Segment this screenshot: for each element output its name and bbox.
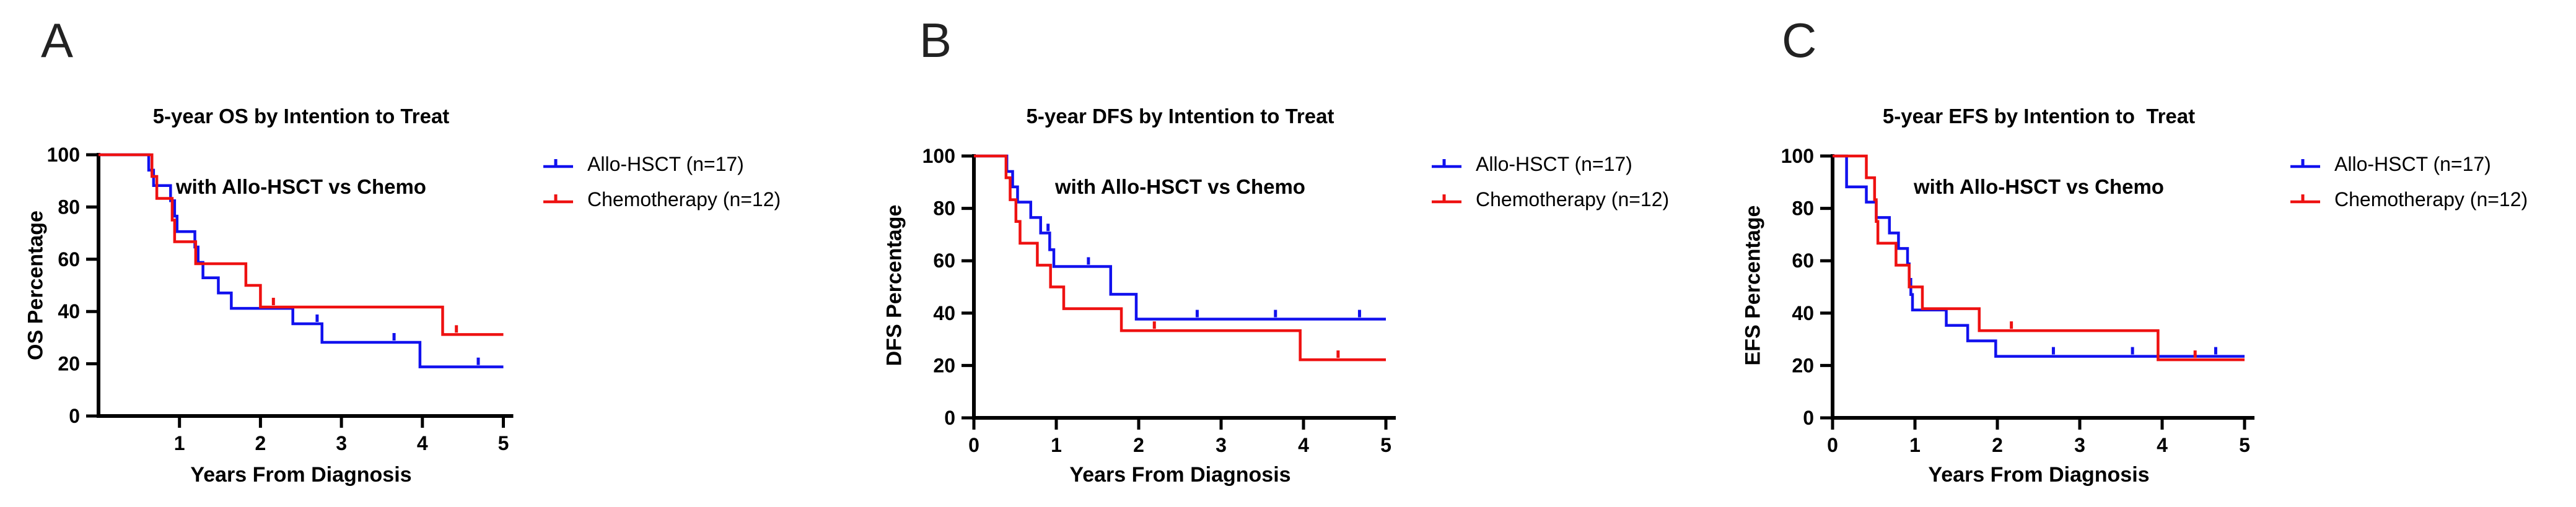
x-tick-label: 5 (498, 432, 509, 454)
x-tick-label: 1 (174, 432, 185, 454)
panel-a: A 5-year OS by Intention to Treat with A… (0, 0, 859, 507)
legend-marker-allo-hsct (2290, 159, 2320, 168)
km-curve-chemotherapy (99, 153, 504, 336)
legend-label-chemotherapy: Chemotherapy (n=12) (2334, 188, 2528, 210)
y-tick-label: 20 (933, 354, 955, 376)
y-tick-label: 40 (1792, 302, 1814, 324)
km-chart-dfs: 0 20 40 60 80 100 0 1 2 3 4 5 (922, 145, 1396, 456)
y-tick-label: 0 (944, 407, 955, 429)
legend-marker-allo-hsct (1432, 159, 1461, 168)
chart-title-line2: with Allo-HSCT vs Chemo (1914, 175, 2164, 199)
legend-marker-chemotherapy (2290, 194, 2320, 204)
y-tick-label: 100 (1781, 145, 1814, 167)
x-tick-label: 1 (1051, 434, 1062, 456)
legend-item-allo-hsct: Allo-HSCT (n=17) (1431, 150, 1669, 178)
panel-letter: B (919, 13, 952, 67)
y-tick-label: 20 (1792, 354, 1814, 376)
legend: Allo-HSCT (n=17) Chemotherapy (n=12) (2290, 150, 2528, 214)
y-tick-label: 0 (69, 405, 80, 427)
y-tick-label: 40 (58, 300, 80, 323)
km-curve-allo-hsct (99, 153, 504, 368)
legend: Allo-HSCT (n=17) Chemotherapy (n=12) (543, 150, 781, 214)
chart-title-line1: 5-year DFS by Intention to Treat (1026, 104, 1334, 128)
panel-letter: C (1782, 13, 1817, 67)
chart-title: 5-year EFS by Intention to Treat with Al… (1883, 57, 2195, 246)
legend-label-chemotherapy: Chemotherapy (n=12) (1476, 188, 1670, 210)
y-tick-label: 80 (933, 197, 955, 220)
x-tick-label: 3 (1216, 434, 1227, 456)
km-curve-allo-hsct (974, 154, 1386, 321)
chart-title-line1: 5-year EFS by Intention to Treat (1882, 104, 2196, 128)
legend-item-chemotherapy: Chemotherapy (n=12) (1431, 185, 1669, 214)
x-tick-label: 3 (336, 432, 347, 454)
x-tick-label: 4 (417, 432, 428, 454)
legend-item-allo-hsct: Allo-HSCT (n=17) (2290, 150, 2528, 178)
y-tick-label: 0 (1803, 407, 1814, 429)
km-chart-efs: 0 20 40 60 80 100 0 1 2 3 4 5 (1781, 145, 2254, 456)
x-tick-label: 4 (2157, 434, 2168, 456)
legend-marker-chemotherapy (1432, 194, 1461, 204)
x-tick-label: 5 (1380, 434, 1391, 456)
legend-marker-allo-hsct (543, 159, 573, 168)
legend-item-chemotherapy: Chemotherapy (n=12) (543, 185, 781, 214)
y-tick-label: 80 (58, 196, 80, 218)
x-axis-label: Years From Diagnosis (1069, 463, 1291, 487)
chart-title: 5-year OS by Intention to Treat with All… (153, 57, 450, 246)
legend-label-allo-hsct: Allo-HSCT (n=17) (587, 152, 744, 175)
x-axis-label: Years From Diagnosis (1928, 463, 2150, 487)
km-chart-os: 0 20 40 60 80 100 1 2 3 4 5 (47, 144, 514, 454)
x-tick-label: 4 (1298, 434, 1309, 456)
legend-item-chemotherapy: Chemotherapy (n=12) (2290, 185, 2528, 214)
chart-title: 5-year DFS by Intention to Treat with Al… (1027, 57, 1334, 246)
y-tick-label: 100 (922, 145, 955, 167)
x-tick-label: 2 (1992, 434, 2003, 456)
x-tick-label: 2 (1133, 434, 1144, 456)
y-tick-label: 100 (47, 144, 80, 166)
km-curve-chemotherapy (974, 154, 1386, 362)
y-tick-label: 60 (933, 249, 955, 272)
y-tick-label: 60 (1792, 249, 1814, 272)
y-tick-label: 80 (1792, 197, 1814, 220)
km-curve-chemotherapy (1833, 154, 2245, 362)
y-tick-label: 60 (58, 248, 80, 271)
legend-marker-chemotherapy (543, 194, 573, 204)
legend-label-chemotherapy: Chemotherapy (n=12) (587, 188, 781, 210)
y-tick-label: 40 (933, 302, 955, 324)
x-tick-label: 2 (255, 432, 266, 454)
panel-c: C 5-year EFS by Intention to Treat with … (1717, 0, 2576, 507)
y-tick-label: 20 (58, 353, 80, 375)
legend-label-allo-hsct: Allo-HSCT (n=17) (1476, 152, 1632, 175)
x-axis-label: Years From Diagnosis (190, 463, 412, 487)
chart-title-line2: with Allo-HSCT vs Chemo (1055, 175, 1305, 199)
panel-b: B 5-year DFS by Intention to Treat with … (859, 0, 1717, 507)
legend-item-allo-hsct: Allo-HSCT (n=17) (543, 150, 781, 178)
x-tick-label: 3 (2074, 434, 2085, 456)
legend-label-allo-hsct: Allo-HSCT (n=17) (2334, 152, 2491, 175)
chart-title-line2: with Allo-HSCT vs Chemo (176, 175, 426, 199)
x-tick-label: 0 (1827, 434, 1838, 456)
chart-title-line1: 5-year OS by Intention to Treat (152, 104, 450, 128)
x-tick-label: 1 (1909, 434, 1921, 456)
panel-letter: A (41, 13, 74, 67)
x-tick-label: 5 (2239, 434, 2250, 456)
legend: Allo-HSCT (n=17) Chemotherapy (n=12) (1431, 150, 1669, 214)
km-curve-allo-hsct (1833, 154, 2245, 358)
x-tick-label: 0 (968, 434, 979, 456)
